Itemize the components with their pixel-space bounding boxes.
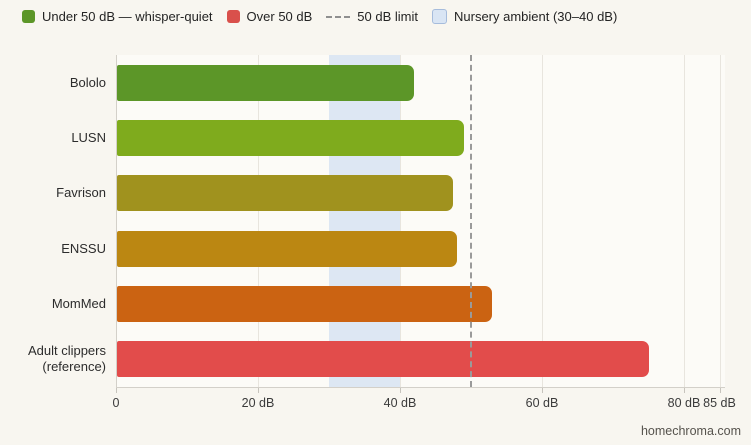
bar-bololo[interactable]: [117, 64, 415, 101]
category-label: Adult clippers (reference): [27, 343, 106, 375]
bar-favrison[interactable]: [117, 175, 454, 212]
x-tick-label-20db: 20 dB: [241, 396, 275, 410]
x-tick-label-40db: 40 dB: [383, 396, 417, 410]
color-swatch-icon: [226, 10, 240, 23]
gridline-40db: [400, 55, 401, 387]
x-tick-40db: [400, 387, 401, 393]
legend-label: Under 50 dB — whisper-quiet: [42, 9, 213, 24]
bar-adult-clippers-reference[interactable]: [117, 341, 649, 378]
x-axis-line: [116, 387, 725, 388]
legend-label: 50 dB limit: [357, 9, 418, 24]
band-swatch-icon: [432, 9, 447, 24]
x-tick-label-60db: 60 dB: [525, 396, 559, 410]
x-tick-20db: [258, 387, 259, 393]
legend-item-0[interactable]: Under 50 dB — whisper-quiet: [22, 9, 213, 24]
x-tick-85db: [719, 387, 721, 393]
color-swatch-icon: [22, 10, 35, 23]
gridline-85db: [719, 55, 721, 387]
bar-lusn[interactable]: [117, 120, 464, 156]
x-tick-0db: [116, 387, 117, 393]
legend-item-2[interactable]: 50 dB limit: [326, 9, 418, 24]
nursery-ambient-band: [329, 55, 400, 387]
plot-background: [116, 55, 725, 387]
category-label: LUSN: [71, 130, 106, 145]
gridline-20db: [258, 55, 259, 387]
bar-enssu[interactable]: [117, 230, 457, 267]
chart-legend: Under 50 dB — whisper-quiet Over 50 dB 50 …: [22, 9, 617, 24]
x-tick-label-0db: 0: [112, 396, 120, 410]
legend-item-3[interactable]: Nursery ambient (30–40 dB): [432, 9, 617, 24]
category-label: ENSSU: [61, 240, 106, 256]
legend-item-1[interactable]: Over 50 dB: [226, 9, 313, 24]
category-label: Bololo: [69, 74, 106, 90]
limit-line-50db: [470, 55, 472, 387]
y-axis-line: [116, 55, 117, 387]
gridline-80db: [684, 55, 685, 387]
x-tick-80db: [684, 387, 685, 393]
category-label: MomMed: [51, 296, 106, 311]
dashed-line-icon: [326, 15, 351, 18]
category-label: Favrison: [56, 185, 106, 201]
x-tick-label-85db: 85 dB: [703, 396, 736, 410]
legend-label: Over 50 dB: [246, 9, 313, 24]
x-tick-label-80db: 80 dB: [667, 396, 701, 410]
bar-mommed[interactable]: [117, 286, 493, 322]
x-tick-60db: [542, 387, 543, 393]
legend-label: Nursery ambient (30–40 dB): [454, 9, 618, 24]
source-watermark: homechroma.com: [640, 424, 741, 438]
gridline-60db: [542, 55, 543, 387]
